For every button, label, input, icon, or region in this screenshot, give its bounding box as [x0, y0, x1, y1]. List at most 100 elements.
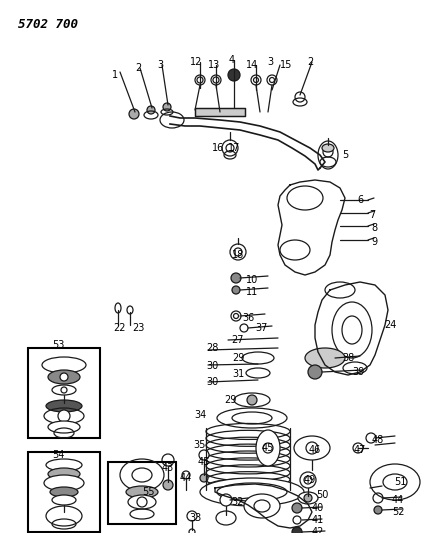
Text: 8: 8 — [371, 223, 377, 233]
Text: 45: 45 — [198, 457, 210, 467]
Text: 16: 16 — [212, 143, 224, 153]
Text: 32: 32 — [232, 497, 244, 507]
Circle shape — [374, 506, 382, 514]
Ellipse shape — [44, 475, 84, 491]
Text: 55: 55 — [142, 487, 154, 497]
Bar — [28, 348, 100, 438]
Bar — [108, 462, 176, 524]
Text: 9: 9 — [371, 237, 377, 247]
Text: 50: 50 — [316, 490, 328, 500]
Text: 11: 11 — [246, 287, 258, 297]
Text: 34: 34 — [194, 410, 206, 420]
Text: 28: 28 — [206, 343, 218, 353]
Text: 40: 40 — [312, 503, 324, 513]
Text: 47: 47 — [354, 445, 366, 455]
Text: 33: 33 — [189, 513, 201, 523]
Ellipse shape — [48, 421, 80, 433]
Circle shape — [304, 494, 312, 502]
Circle shape — [306, 442, 318, 454]
Text: 4: 4 — [229, 55, 235, 65]
Text: 22: 22 — [114, 323, 126, 333]
Text: 42: 42 — [312, 527, 324, 533]
Text: 35: 35 — [194, 440, 206, 450]
Text: 6: 6 — [357, 195, 363, 205]
Text: 44: 44 — [180, 473, 192, 483]
Text: 37: 37 — [256, 323, 268, 333]
Text: 41: 41 — [312, 515, 324, 525]
Circle shape — [147, 106, 155, 114]
Text: 23: 23 — [132, 323, 144, 333]
Text: 38: 38 — [342, 353, 354, 363]
Text: 24: 24 — [384, 320, 396, 330]
Circle shape — [323, 147, 333, 157]
Circle shape — [60, 373, 68, 381]
Circle shape — [292, 503, 302, 513]
Circle shape — [200, 474, 208, 482]
Text: 39: 39 — [352, 367, 364, 377]
Text: 14: 14 — [246, 60, 258, 70]
Circle shape — [234, 313, 238, 319]
Text: 29: 29 — [224, 395, 236, 405]
Ellipse shape — [42, 357, 86, 373]
Text: 13: 13 — [208, 60, 220, 70]
Circle shape — [197, 77, 203, 83]
Ellipse shape — [322, 144, 334, 152]
Ellipse shape — [216, 511, 236, 525]
Text: 3: 3 — [267, 57, 273, 67]
Circle shape — [292, 527, 302, 533]
Text: 52: 52 — [392, 507, 404, 517]
Ellipse shape — [318, 141, 338, 169]
Text: 53: 53 — [52, 340, 64, 350]
Circle shape — [163, 103, 171, 111]
Ellipse shape — [128, 495, 156, 509]
Circle shape — [213, 77, 219, 83]
Ellipse shape — [46, 459, 82, 471]
Text: 51: 51 — [394, 477, 406, 487]
Circle shape — [270, 77, 274, 83]
Ellipse shape — [52, 495, 76, 505]
Bar — [28, 452, 100, 532]
Text: 2: 2 — [307, 57, 313, 67]
Circle shape — [231, 273, 241, 283]
Circle shape — [222, 140, 238, 156]
Text: 46: 46 — [309, 445, 321, 455]
Ellipse shape — [46, 400, 82, 412]
Circle shape — [162, 454, 174, 466]
Text: 29: 29 — [232, 353, 244, 363]
Circle shape — [129, 109, 139, 119]
Text: 5: 5 — [342, 150, 348, 160]
Text: 30: 30 — [206, 361, 218, 371]
Circle shape — [230, 244, 246, 260]
Circle shape — [247, 395, 257, 405]
Text: 45: 45 — [262, 443, 274, 453]
Text: 12: 12 — [190, 57, 202, 67]
Circle shape — [58, 410, 70, 422]
Ellipse shape — [126, 486, 158, 498]
Text: 15: 15 — [280, 60, 292, 70]
Ellipse shape — [256, 430, 280, 466]
Circle shape — [61, 387, 67, 393]
Text: 17: 17 — [228, 143, 240, 153]
Text: 30: 30 — [206, 377, 218, 387]
Text: 44: 44 — [392, 495, 404, 505]
Ellipse shape — [46, 506, 82, 526]
Ellipse shape — [298, 492, 318, 504]
Circle shape — [137, 497, 147, 507]
Text: 43: 43 — [162, 463, 174, 473]
Circle shape — [308, 365, 322, 379]
Circle shape — [300, 472, 316, 488]
Text: 2: 2 — [135, 63, 141, 73]
Circle shape — [253, 77, 259, 83]
Ellipse shape — [50, 487, 78, 497]
Text: 1: 1 — [112, 70, 118, 80]
Ellipse shape — [48, 370, 80, 384]
Text: 36: 36 — [242, 313, 254, 323]
Text: 49: 49 — [304, 475, 316, 485]
Ellipse shape — [132, 468, 152, 482]
Text: 48: 48 — [372, 435, 384, 445]
Circle shape — [199, 450, 209, 460]
Text: 27: 27 — [232, 335, 244, 345]
Text: 3: 3 — [157, 60, 163, 70]
Ellipse shape — [232, 412, 272, 424]
Text: 18: 18 — [232, 250, 244, 260]
